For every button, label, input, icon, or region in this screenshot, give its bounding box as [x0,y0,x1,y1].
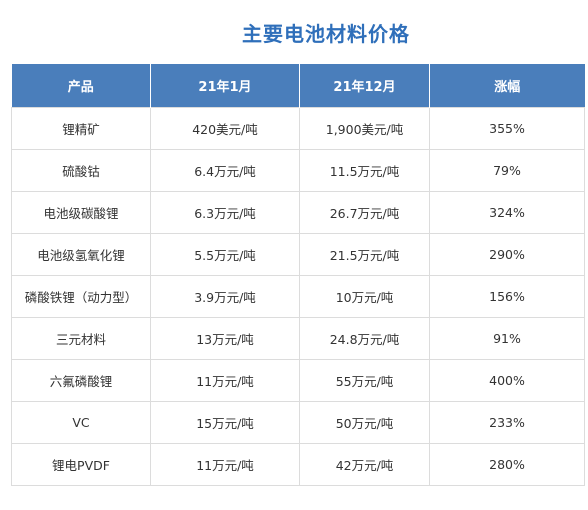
cell-increase: 156% [429,275,585,318]
cell-price-dec: 21.5万元/吨 [299,233,430,276]
cell-price-dec: 55万元/吨 [299,359,430,402]
cell-product: 磷酸铁锂（动力型） [11,275,151,318]
table-row: 磷酸铁锂（动力型） 3.9万元/吨 10万元/吨 156% [11,275,585,318]
cell-price-jan: 3.9万元/吨 [150,275,300,318]
header-increase: 涨幅 [429,64,585,108]
cell-price-dec: 26.7万元/吨 [299,191,430,234]
cell-product: 六氟磷酸锂 [11,359,151,402]
cell-price-dec: 50万元/吨 [299,401,430,444]
cell-increase: 355% [429,107,585,150]
cell-price-jan: 5.5万元/吨 [150,233,300,276]
cell-price-jan: 11万元/吨 [150,443,300,486]
cell-product: 三元材料 [11,317,151,360]
table-row: 六氟磷酸锂 11万元/吨 55万元/吨 400% [11,359,585,402]
price-table: 产品 21年1月 21年12月 涨幅 锂精矿 420美元/吨 1,900美元/吨 35… [11,64,585,486]
cell-increase: 400% [429,359,585,402]
cell-price-jan: 420美元/吨 [150,107,300,150]
cell-product: 锂精矿 [11,107,151,150]
header-dec-2021: 21年12月 [299,64,430,108]
table-row: 三元材料 13万元/吨 24.8万元/吨 91% [11,317,585,360]
cell-price-jan: 15万元/吨 [150,401,300,444]
cell-product: 锂电PVDF [11,443,151,486]
table-header: 产品 21年1月 21年12月 涨幅 [11,64,585,108]
page-title: 主要电池材料价格 [242,22,410,46]
header-row: 产品 21年1月 21年12月 涨幅 [11,64,585,108]
cell-price-jan: 6.3万元/吨 [150,191,300,234]
cell-price-dec: 10万元/吨 [299,275,430,318]
table-row: 锂精矿 420美元/吨 1,900美元/吨 355% [11,107,585,150]
cell-price-jan: 6.4万元/吨 [150,149,300,192]
cell-product: 电池级碳酸锂 [11,191,151,234]
cell-price-dec: 11.5万元/吨 [299,149,430,192]
cell-increase: 233% [429,401,585,444]
header-product: 产品 [11,64,151,108]
cell-price-jan: 13万元/吨 [150,317,300,360]
cell-price-dec: 1,900美元/吨 [299,107,430,150]
cell-price-jan: 11万元/吨 [150,359,300,402]
cell-increase: 280% [429,443,585,486]
table-row: 硫酸钴 6.4万元/吨 11.5万元/吨 79% [11,149,585,192]
cell-product: 电池级氢氧化锂 [11,233,151,276]
cell-increase: 290% [429,233,585,276]
cell-increase: 79% [429,149,585,192]
cell-increase: 91% [429,317,585,360]
cell-product: VC [11,401,151,444]
cell-product: 硫酸钴 [11,149,151,192]
table-body: 锂精矿 420美元/吨 1,900美元/吨 355% 硫酸钴 6.4万元/吨 11.5万元/… [11,107,585,486]
header-jan-2021: 21年1月 [150,64,300,108]
cell-price-dec: 24.8万元/吨 [299,317,430,360]
table-row: 锂电PVDF 11万元/吨 42万元/吨 280% [11,443,585,486]
table-row: 电池级氢氧化锂 5.5万元/吨 21.5万元/吨 290% [11,233,585,276]
table-row: VC 15万元/吨 50万元/吨 233% [11,401,585,444]
cell-price-dec: 42万元/吨 [299,443,430,486]
table-row: 电池级碳酸锂 6.3万元/吨 26.7万元/吨 324% [11,191,585,234]
cell-increase: 324% [429,191,585,234]
